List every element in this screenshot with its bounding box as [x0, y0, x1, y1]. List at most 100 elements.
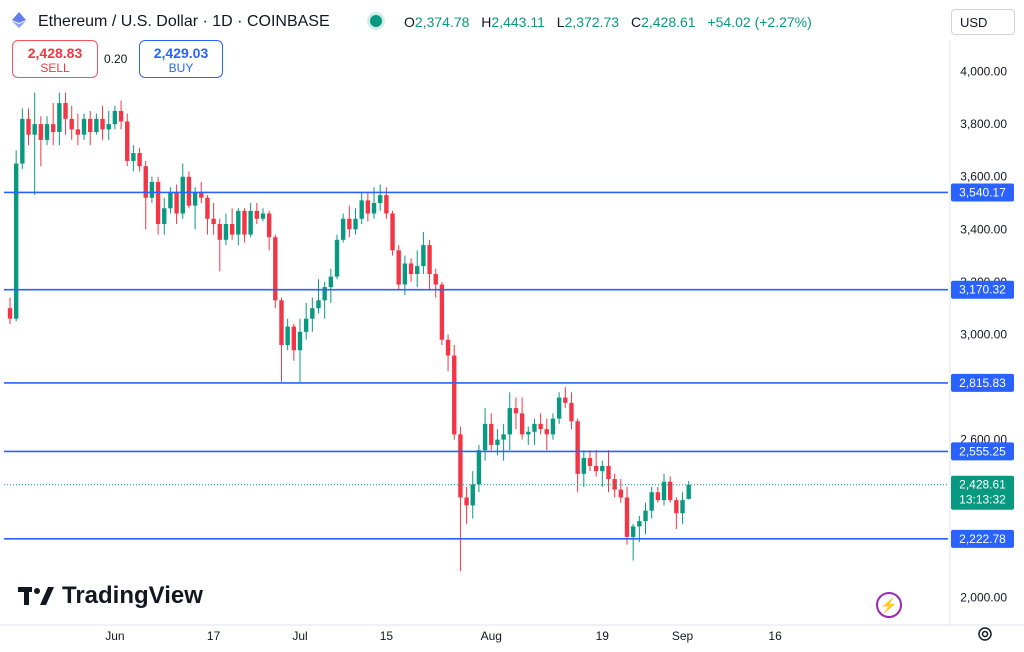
- candle-down: [63, 103, 68, 119]
- candle-up: [81, 118, 87, 135]
- candle-down: [593, 465, 599, 472]
- candle-up: [643, 510, 648, 522]
- candle-down: [445, 339, 451, 356]
- candle-up: [149, 181, 155, 198]
- candle-down: [452, 355, 457, 435]
- candle-up: [501, 434, 506, 440]
- currency-selector[interactable]: USD: [951, 9, 1015, 35]
- candle-down: [100, 118, 105, 130]
- level-price-label: 3,170.32: [959, 283, 1006, 297]
- candle-up: [630, 526, 636, 537]
- candle-down: [199, 192, 204, 198]
- low-key: L: [556, 14, 565, 30]
- candle-down: [50, 124, 56, 133]
- candle-down: [519, 413, 525, 435]
- tradingview-logo-icon: [18, 587, 54, 605]
- candle-up: [112, 110, 118, 125]
- candle-up: [415, 266, 420, 274]
- candle-up: [248, 210, 253, 235]
- candle-down: [433, 274, 438, 285]
- candle-down: [655, 492, 661, 501]
- candle-up: [680, 500, 685, 514]
- buy-button[interactable]: 2,429.03 BUY: [139, 40, 223, 78]
- low-value: 2,372.73: [564, 14, 620, 30]
- candle-down: [612, 479, 617, 490]
- last-price-tag: [951, 475, 1014, 510]
- symbol-title[interactable]: Ethereum / U.S. Dollar · 1D · COINBASE: [38, 13, 330, 30]
- candle-up: [44, 124, 50, 140]
- candle-up: [661, 481, 667, 501]
- candle-down: [439, 284, 445, 340]
- price-axis-tick-label: 3,600.00: [960, 170, 1007, 184]
- candle-up: [310, 308, 315, 319]
- sell-button[interactable]: 2,428.83 SELL: [12, 40, 98, 78]
- candle-down: [624, 497, 630, 537]
- candle-down: [347, 218, 352, 230]
- candle-up: [223, 224, 229, 240]
- settings-gear-icon[interactable]: [976, 625, 994, 643]
- candle-up: [13, 163, 19, 319]
- candle-down: [606, 465, 611, 480]
- high-value: 2,443.11: [491, 14, 545, 30]
- candle-up: [637, 521, 642, 527]
- candle-up: [32, 124, 37, 135]
- candle-down: [254, 210, 259, 219]
- candle-down: [569, 402, 574, 422]
- candle-down: [279, 300, 284, 345]
- change-value: +54.02 (+2.27%): [707, 14, 812, 30]
- candle-up: [328, 276, 334, 288]
- candle-down: [575, 421, 580, 474]
- open-value: 2,374.78: [414, 14, 470, 30]
- candle-down: [137, 153, 142, 167]
- candle-down: [7, 308, 13, 319]
- level-price-label: 2,815.83: [959, 376, 1006, 390]
- candle-up: [260, 213, 266, 219]
- last-price-label: 2,428.61: [959, 478, 1006, 492]
- level-price-tag: [951, 183, 1014, 202]
- candle-down: [242, 210, 247, 235]
- buy-label: BUY: [168, 61, 194, 75]
- candle-down: [69, 118, 74, 130]
- candle-down: [38, 124, 44, 140]
- candle-down: [618, 489, 624, 498]
- candle-up: [162, 208, 167, 225]
- candle-up: [686, 484, 691, 499]
- time-axis-tick-label: Jun: [105, 629, 124, 643]
- level-price-label: 3,540.17: [959, 185, 1006, 199]
- candle-up: [371, 203, 377, 214]
- candle-down: [155, 181, 161, 225]
- level-price-tag: [951, 373, 1014, 392]
- market-open-indicator: [370, 15, 382, 27]
- candle-up: [131, 153, 136, 161]
- candle-up: [353, 218, 358, 230]
- candle-down: [667, 481, 673, 501]
- ethereum-icon: [12, 12, 26, 28]
- candle-down: [118, 110, 124, 122]
- price-axis-tick-label: 3,000.00: [960, 327, 1007, 341]
- candle-down: [75, 129, 81, 135]
- candle-up: [168, 192, 173, 209]
- sell-price: 2,428.83: [27, 45, 83, 61]
- candle-up: [106, 124, 111, 130]
- candle-up: [20, 118, 25, 164]
- time-axis-tick-label: 19: [596, 629, 610, 643]
- time-axis-tick-label: Sep: [672, 629, 694, 643]
- price-axis-tick-label: 4,000.00: [960, 65, 1007, 79]
- tradingview-logo[interactable]: TradingView: [18, 582, 203, 610]
- level-price-label: 2,222.78: [959, 532, 1006, 546]
- candle-up: [556, 397, 562, 419]
- open-key: O: [404, 14, 415, 30]
- buy-price: 2,429.03: [153, 45, 209, 61]
- candle-down: [273, 237, 278, 301]
- candle-up: [600, 465, 605, 472]
- lightning-icon[interactable]: ⚡: [876, 592, 902, 618]
- candle-up: [550, 418, 556, 435]
- candle-up: [334, 239, 340, 277]
- candle-up: [297, 331, 303, 351]
- time-axis-tick-label: Aug: [481, 629, 502, 643]
- close-key: C: [630, 14, 642, 30]
- candle-down: [544, 429, 549, 435]
- time-axis-tick-label: 16: [768, 629, 782, 643]
- candle-up: [476, 450, 482, 485]
